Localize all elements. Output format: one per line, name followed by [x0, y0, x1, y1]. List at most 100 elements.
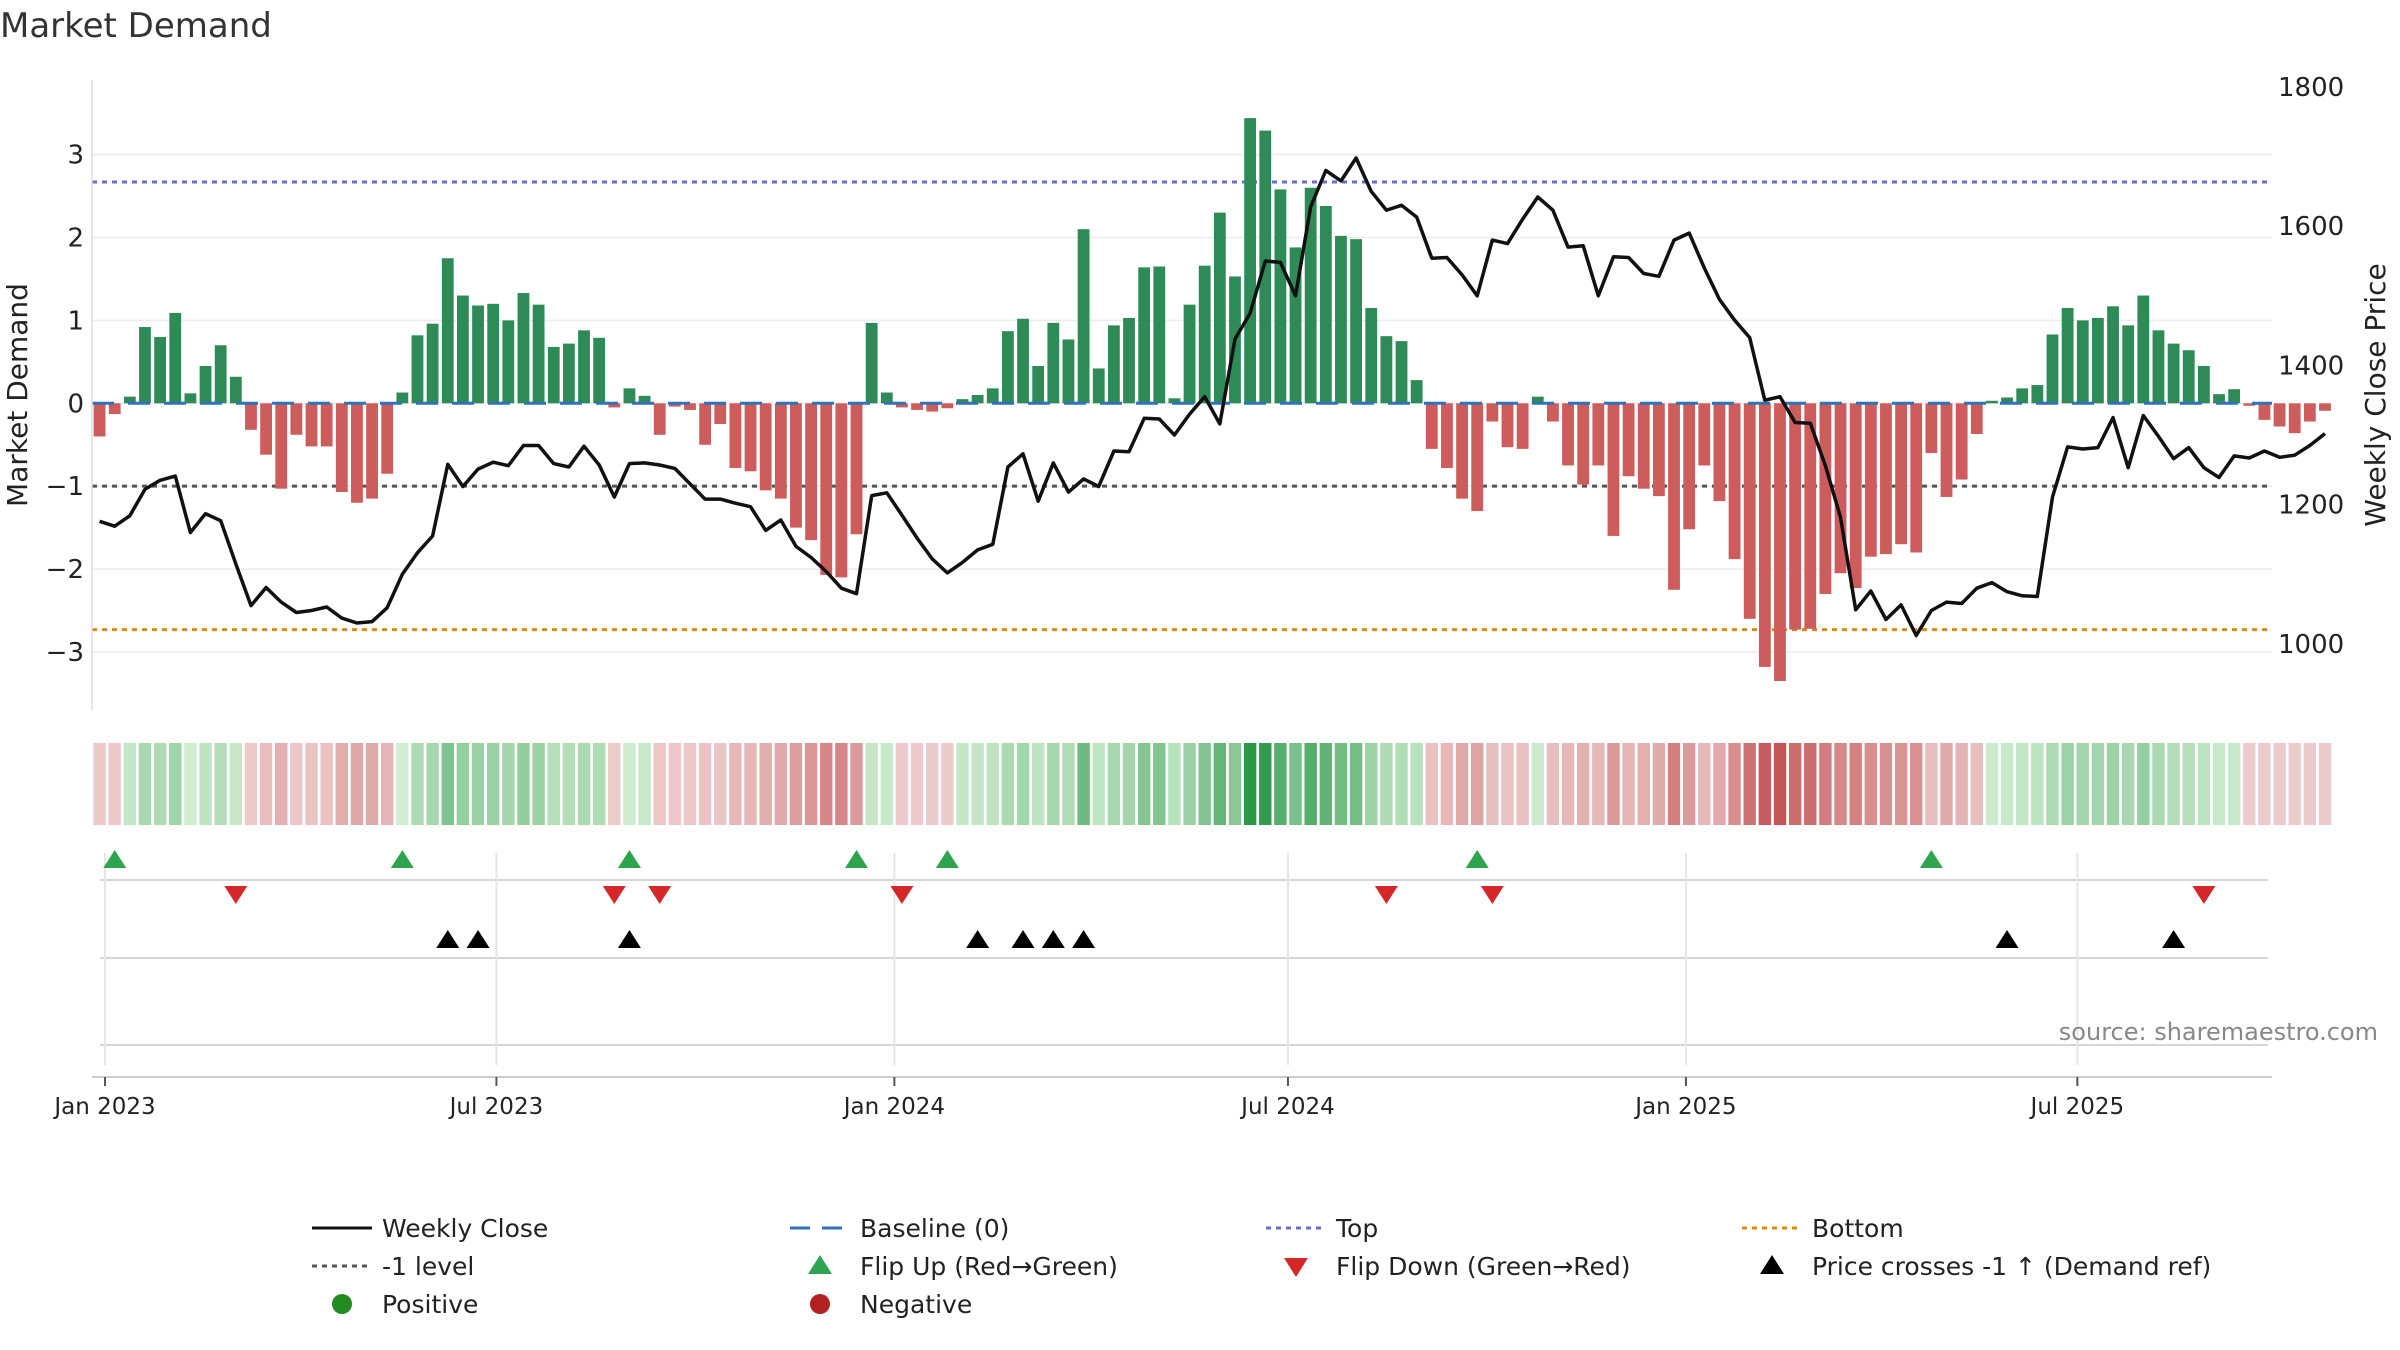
demand-bar: [1471, 403, 1484, 512]
strip-cell: [835, 743, 848, 825]
weekly-close-line: [99, 156, 2327, 638]
demand-color-strip: [93, 743, 2332, 825]
demand-bar: [1986, 400, 1998, 404]
strip-cell: [1773, 743, 1787, 825]
strip-cell: [1425, 743, 1438, 825]
strip-cell: [956, 743, 969, 825]
demand-bar: [2273, 403, 2286, 427]
strip-cell: [1546, 743, 1560, 825]
legend-swatch: [1284, 1258, 1308, 1277]
legend-label: Price crosses -1 ↑ (Demand ref): [1812, 1252, 2211, 1281]
strip-cell: [2046, 743, 2059, 825]
strip-cell: [1137, 743, 1151, 825]
strip-cell: [365, 743, 379, 825]
strip-cell: [1198, 743, 1211, 825]
demand-bars: [92, 118, 2331, 681]
strip-cell: [562, 743, 576, 825]
price-cross-marker: [466, 930, 490, 948]
strip-cell: [2227, 743, 2241, 825]
demand-bar: [623, 388, 636, 404]
strip-cell: [653, 743, 666, 825]
demand-bar: [472, 305, 484, 404]
demand-bar: [93, 403, 106, 437]
demand-bar: [2091, 317, 2104, 404]
demand-bar: [1562, 403, 1574, 466]
y-axis-label: Market Demand: [1, 283, 34, 507]
strip-cell: [2167, 743, 2180, 825]
strip-cell: [1365, 743, 1378, 825]
strip-cell: [1561, 743, 1575, 825]
legend-item: Weekly Close: [312, 1214, 548, 1243]
demand-bar: [986, 388, 999, 404]
demand-bar: [1880, 403, 1892, 555]
legend-swatch: [332, 1294, 352, 1314]
demand-bar: [1819, 403, 1832, 594]
strip-cell: [1682, 743, 1696, 825]
demand-bar: [1743, 403, 1756, 619]
source-credit: source: sharemaestro.com: [2059, 1018, 2378, 1046]
strip-cell: [426, 743, 439, 825]
strip-cell: [2318, 743, 2332, 825]
demand-bar: [1289, 247, 1302, 404]
strip-cell: [1395, 743, 1408, 825]
strip-cell: [547, 743, 560, 825]
strip-cell: [1047, 743, 1060, 825]
demand-bar: [2152, 330, 2165, 404]
strip-cell: [1576, 743, 1590, 825]
demand-bar: [1319, 206, 1332, 404]
x-tick-label: Jan 2023: [52, 1094, 155, 1120]
demand-bar: [1622, 403, 1635, 477]
strip-cell: [1077, 743, 1090, 825]
strip-cell: [1153, 743, 1166, 825]
demand-bar: [593, 337, 606, 404]
y2-tick-label: 1800: [2278, 73, 2344, 103]
demand-bar: [684, 403, 696, 410]
demand-bar: [1092, 368, 1105, 404]
strip-cell: [820, 743, 833, 825]
y2-tick-labels: 1800 1600 1400 1200 1000: [2278, 73, 2344, 660]
strip-cell: [850, 743, 863, 825]
demand-bar: [1592, 403, 1605, 466]
demand-bar: [1274, 189, 1287, 404]
demand-bar: [2122, 325, 2135, 404]
strip-cell: [623, 743, 636, 825]
y2-axis-label: Weekly Close Price: [2359, 263, 2392, 526]
demand-bar: [2001, 397, 2013, 404]
demand-bar: [1955, 403, 1968, 480]
demand-bar: [2107, 306, 2119, 404]
strip-cell: [1016, 743, 1030, 825]
demand-bar: [1017, 318, 1029, 404]
demand-bar: [668, 403, 681, 407]
legend-label: Weekly Close: [382, 1214, 548, 1243]
y2-tick-label: 1400: [2278, 351, 2344, 381]
legend-label: Bottom: [1812, 1214, 1904, 1243]
strip-cell: [320, 743, 333, 825]
strip-cell: [1319, 743, 1333, 825]
strip-cell: [1955, 743, 1968, 825]
strip-cell: [93, 743, 106, 825]
demand-bar: [2228, 389, 2241, 404]
strip-cell: [1213, 743, 1227, 825]
demand-bar: [139, 327, 151, 404]
x-tick-label: Jul 2023: [448, 1094, 544, 1120]
strip-cell: [1168, 743, 1181, 825]
demand-bar: [2319, 403, 2331, 411]
demand-bar: [2046, 334, 2059, 404]
demand-bar: [532, 304, 545, 404]
demand-bar: [154, 336, 167, 404]
strip-cell: [1334, 743, 1348, 825]
y-tick-label: −3: [46, 638, 84, 668]
demand-bar: [1001, 331, 1014, 404]
strip-cell: [1864, 743, 1878, 825]
flip-down-marker: [602, 886, 626, 904]
strip-cell: [1970, 743, 1983, 825]
strip-cell: [1925, 743, 1938, 825]
demand-bar: [1864, 403, 1877, 557]
flip-down-marker: [2192, 886, 2216, 904]
strip-cell: [2243, 743, 2256, 825]
strip-cell: [1607, 743, 1620, 825]
strip-cell: [1092, 743, 1105, 825]
demand-bar: [1410, 380, 1423, 404]
strip-cell: [1910, 743, 1923, 825]
